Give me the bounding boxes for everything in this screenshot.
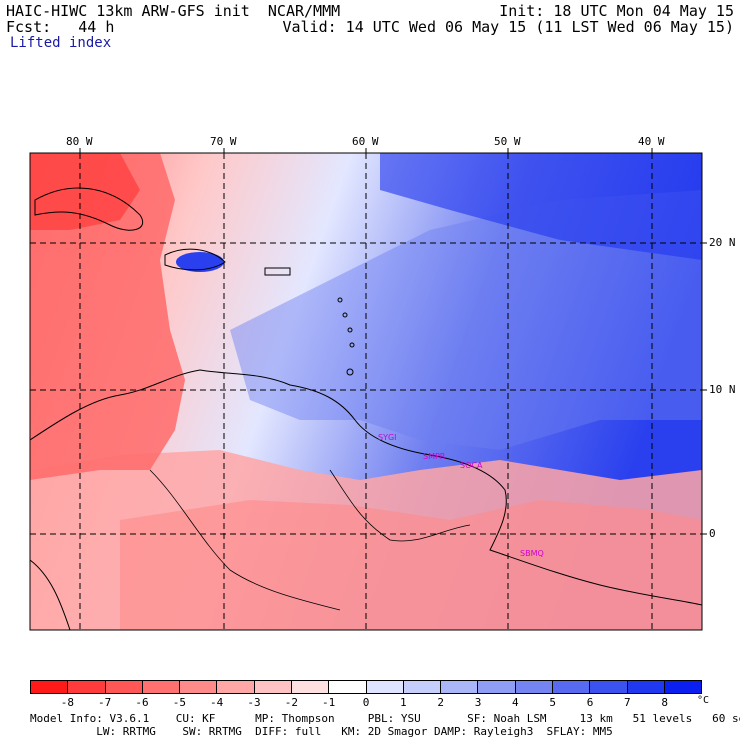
northeast-stable-region xyxy=(380,153,702,260)
model-info-line1: Model Info: V3.6.1 CU: KF MP: Thompson P… xyxy=(30,712,740,725)
color-bar xyxy=(30,680,702,694)
color-bar-cell xyxy=(664,681,702,693)
island xyxy=(346,368,354,376)
color-bar-cell xyxy=(627,681,665,693)
valid-time: Valid: 14 UTC Wed 06 May 15 (11 LST Wed … xyxy=(282,18,734,36)
color-bar-tick-label: 8 xyxy=(661,696,668,709)
lon-label: 70 W xyxy=(210,135,237,148)
lat-lon-grid xyxy=(30,153,702,630)
color-bar-cell xyxy=(254,681,292,693)
south-america-coastline xyxy=(30,369,702,606)
color-bar-tick-label: -8 xyxy=(60,696,74,709)
model-info-line2: LW: RRTMG SW: RRTMG DIFF: full KM: 2D Sm… xyxy=(30,725,613,738)
color-bar-tick-label: -3 xyxy=(247,696,261,709)
color-bar-cell xyxy=(552,681,591,693)
color-bar-tick-label: 7 xyxy=(624,696,631,709)
atlantic-stable-region xyxy=(230,190,702,450)
color-bar-cell xyxy=(291,681,330,693)
color-bar-tick-label: -1 xyxy=(322,696,336,709)
color-bar-ticks: -8 -7 -6 -5 -4 -3 -2 -1 0 1 2 3 4 5 6 7 8 xyxy=(30,696,702,710)
frame-ticks xyxy=(79,148,707,535)
lat-label: 10 N xyxy=(709,383,736,396)
color-bar-cell xyxy=(329,681,367,693)
lat-label: 0 xyxy=(709,527,716,540)
country-border-2 xyxy=(149,469,341,611)
station-label: SBMQ xyxy=(520,549,544,558)
hispaniola-stable-spot xyxy=(176,252,224,272)
color-bar-tick-label: 0 xyxy=(362,696,370,709)
model-title: HAIC-HIWC 13km ARW-GFS init NCAR/MMM xyxy=(6,2,341,20)
south-unstable-region xyxy=(120,500,702,630)
color-bar-cell xyxy=(515,681,553,693)
lon-label: 80 W xyxy=(66,135,93,148)
color-bar-cell xyxy=(142,681,181,693)
island xyxy=(342,312,348,318)
color-bar-tick-label: 1 xyxy=(400,696,407,709)
hispaniola-outline xyxy=(164,248,226,271)
country-border-1 xyxy=(329,469,471,542)
color-bar-tick-label: -7 xyxy=(98,696,112,709)
cuba-strong-region xyxy=(30,153,140,230)
color-bar-cell xyxy=(441,681,479,693)
forecast-hour: Fcst: 44 h xyxy=(6,18,115,36)
color-bar-unit: °C xyxy=(697,695,710,706)
lon-label: 50 W xyxy=(494,135,521,148)
color-bar-cell xyxy=(478,681,516,693)
lon-label: 40 W xyxy=(638,135,665,148)
lat-label: 20 N xyxy=(709,236,736,249)
color-bar-cell xyxy=(403,681,442,693)
lon-label: 60 W xyxy=(352,135,379,148)
color-bar-tick-label: 4 xyxy=(512,696,519,709)
color-bar-tick-label: -5 xyxy=(172,696,186,709)
island xyxy=(349,342,355,348)
color-bar-tick-label: 2 xyxy=(437,696,444,709)
island xyxy=(347,327,353,333)
station-label: SYGI xyxy=(378,433,397,442)
color-bar-tick-label: -6 xyxy=(135,696,149,709)
station-label: SOCA xyxy=(460,461,483,470)
color-bar-tick-label: 5 xyxy=(549,696,556,709)
color-bar-cell xyxy=(180,681,218,693)
caribbean-unstable-region xyxy=(30,153,185,480)
color-bar-tick-label: 3 xyxy=(474,696,482,709)
island xyxy=(337,297,343,303)
color-bar-cell xyxy=(366,681,404,693)
color-bar-cell xyxy=(105,681,143,693)
color-bar-cell xyxy=(68,681,106,693)
init-time: Init: 18 UTC Mon 04 May 15 xyxy=(499,2,734,20)
color-bar-cell xyxy=(590,681,628,693)
color-bar-tick-label: 6 xyxy=(586,696,594,709)
color-bar-tick-label: -4 xyxy=(210,696,224,709)
color-bar-cell xyxy=(217,681,255,693)
station-label: SMPR xyxy=(423,452,446,461)
pacific-coastline xyxy=(30,559,71,630)
field-name: Lifted index xyxy=(10,35,112,51)
color-bar-tick-label: -2 xyxy=(284,696,298,709)
puerto-rico-outline xyxy=(264,267,291,276)
color-bar-cell xyxy=(31,681,69,693)
